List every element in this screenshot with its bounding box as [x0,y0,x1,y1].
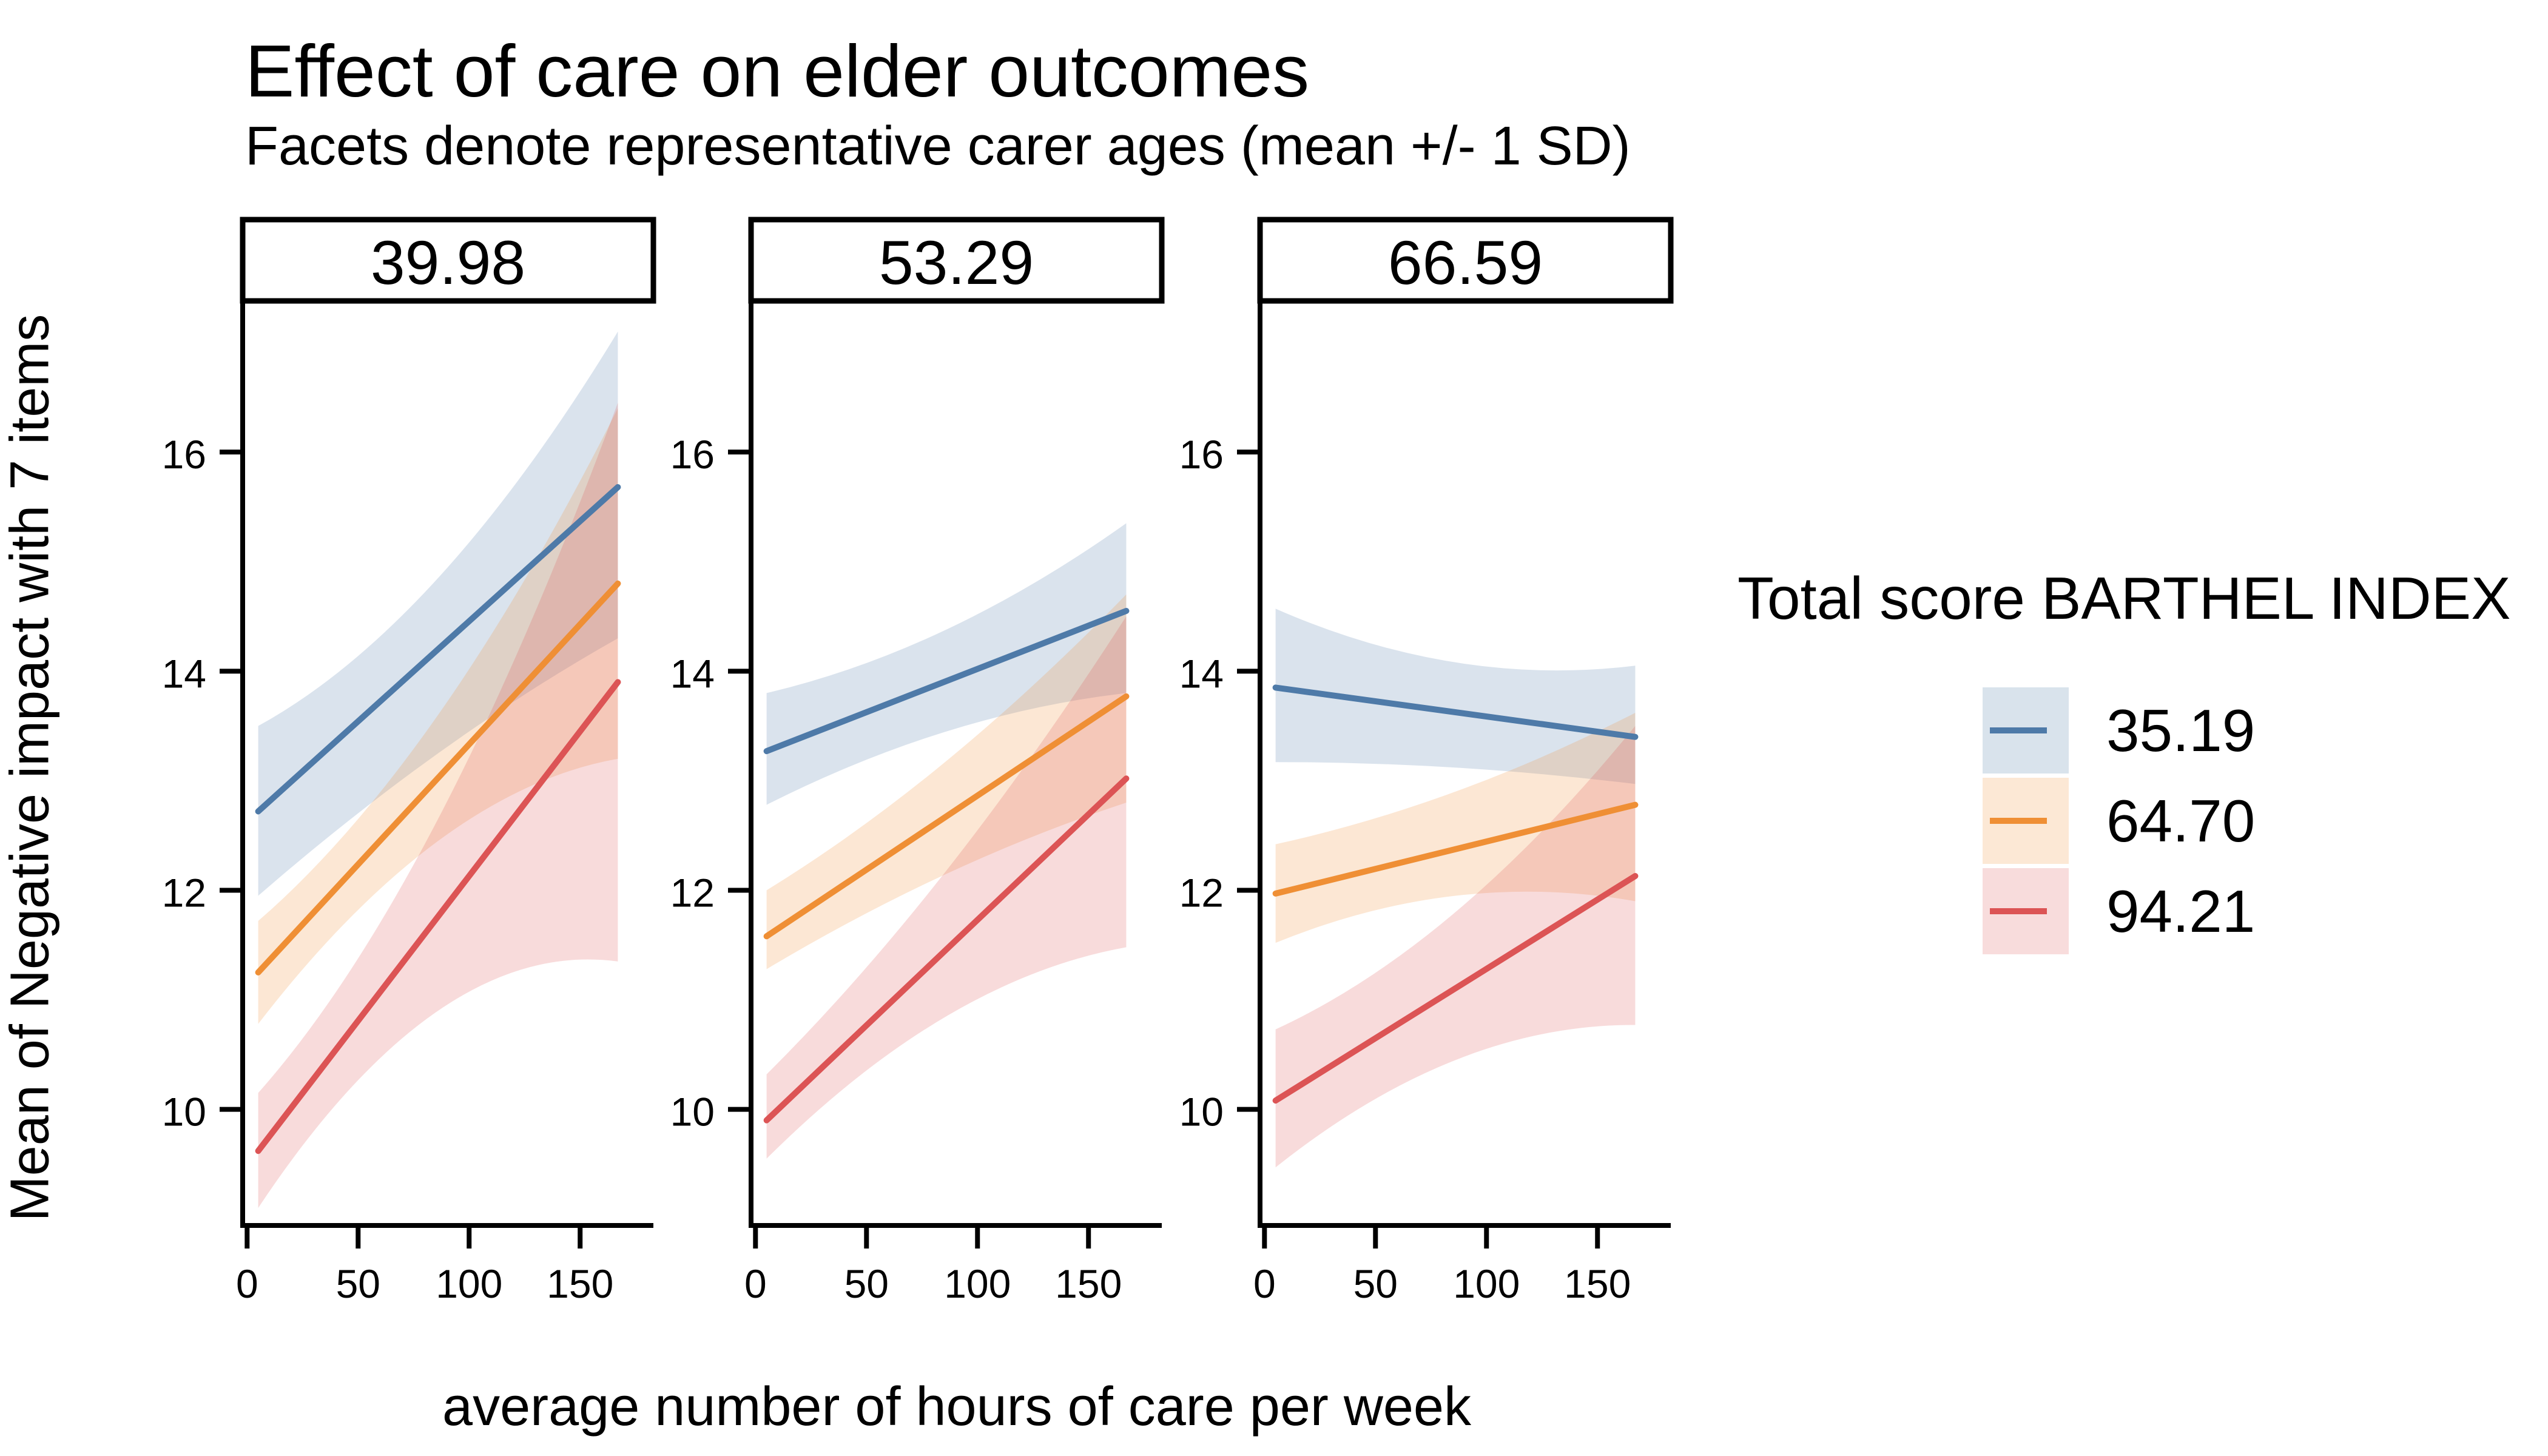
y-tick-label: 12 [1179,870,1224,915]
legend-key: 35.19 [1983,687,2548,774]
y-tick-label: 10 [162,1090,206,1134]
confidence-ribbon-64.70 [1275,712,1636,943]
x-axis-title: average number of hours of care per week [442,1377,1471,1437]
y-tick-label: 16 [162,432,206,477]
trend-line-35.19 [763,608,1130,755]
y-tick-label: 10 [1179,1090,1224,1134]
trend-line-64.70 [255,580,621,976]
x-tick-label: 150 [547,1261,613,1306]
x-tick-label: 0 [744,1261,767,1306]
legend-line-icon [1990,727,2047,733]
facet-strip [748,217,1165,304]
chart-title: Effect of care on elder outcomes [245,30,1310,112]
legend-key: 94.21 [1983,868,2548,954]
legend-label: 35.19 [2106,696,2256,764]
confidence-ribbon-64.70 [258,408,618,1024]
legend-line-icon [1990,818,2047,824]
chart-subtitle: Facets denote representative carer ages … [245,116,1631,177]
trend-line-94.21 [1272,872,1639,1104]
facet-strip [240,217,656,304]
legend-label: 94.21 [2106,877,2256,945]
legend-swatch-94.21 [1983,868,2069,954]
confidence-ribbon-35.19 [766,523,1127,805]
y-tick-label: 10 [670,1090,715,1134]
x-tick-label: 100 [944,1261,1011,1306]
legend-key: 64.70 [1983,778,2548,864]
x-tick-label: 150 [1564,1261,1631,1306]
y-tick-label: 12 [162,870,206,915]
legend-keys: 35.19 64.70 94.21 [1983,687,2548,954]
y-tick-label: 14 [1179,651,1224,696]
confidence-ribbon-94.21 [1275,726,1636,1168]
trend-line-94.21 [255,679,621,1154]
y-tick-label: 12 [670,870,715,915]
confidence-ribbon-94.21 [258,402,618,1208]
x-tick-label: 50 [1353,1261,1398,1306]
x-tick-label: 0 [236,1261,258,1306]
legend-title: Total score BARTHEL INDEX [1737,565,2511,632]
x-tick-label: 100 [1453,1261,1520,1306]
trend-line-35.19 [255,484,621,815]
y-tick-label: 14 [162,651,206,696]
x-tick-label: 100 [436,1261,502,1306]
legend: Total score BARTHEL INDEX 35.19 64.70 94… [1737,564,2548,959]
x-tick-label: 50 [336,1261,380,1306]
trend-line-64.70 [763,693,1130,940]
y-tick-label: 16 [1179,432,1224,477]
trend-line-94.21 [763,775,1130,1124]
trend-line-64.70 [1272,801,1639,897]
confidence-ribbon-35.19 [258,331,618,896]
confidence-ribbon-35.19 [1275,608,1636,784]
facet-strip-label: 53.29 [879,228,1034,297]
x-tick-label: 0 [1253,1261,1276,1306]
legend-swatch-35.19 [1983,687,2069,774]
facet-strip-label: 66.59 [1388,228,1543,297]
confidence-ribbon-94.21 [766,616,1127,1159]
y-tick-label: 14 [670,651,715,696]
x-tick-label: 50 [844,1261,889,1306]
y-tick-label: 16 [670,432,715,477]
x-tick-label: 150 [1055,1261,1122,1306]
facet-strip-label: 39.98 [371,228,525,297]
trend-line-35.19 [1272,684,1639,740]
legend-line-icon [1990,908,2047,914]
legend-swatch-64.70 [1983,778,2069,864]
facet-strip [1257,217,1674,304]
legend-label: 64.70 [2106,787,2256,854]
